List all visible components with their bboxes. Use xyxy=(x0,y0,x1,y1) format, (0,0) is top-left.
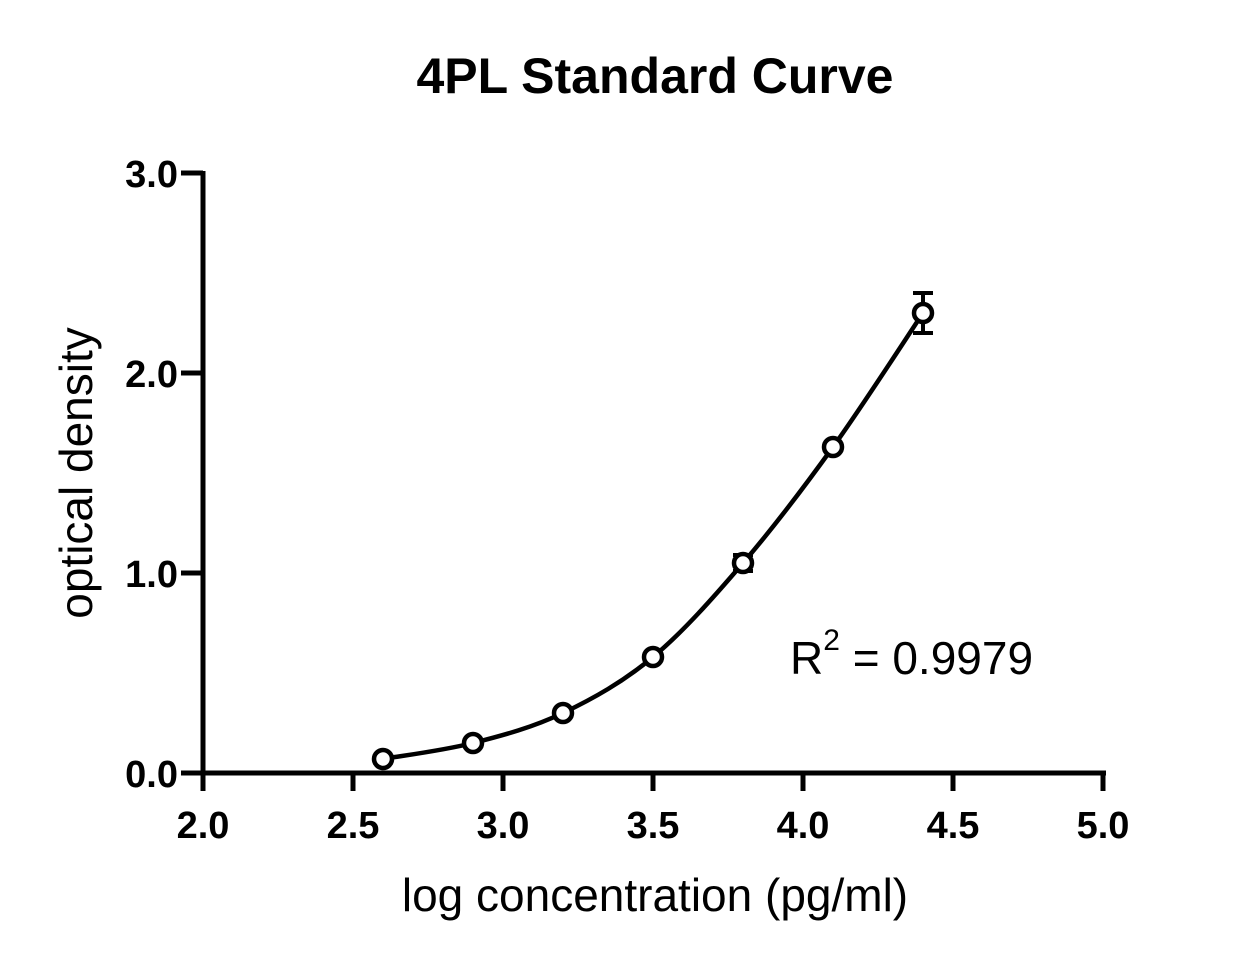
x-tick-label-6: 5.0 xyxy=(1077,805,1130,847)
data-point-3 xyxy=(641,645,665,669)
data-point-6 xyxy=(911,301,935,325)
data-point-5 xyxy=(821,435,845,459)
fit-curve xyxy=(382,311,925,762)
y-tick-label-2: 2.0 xyxy=(125,354,178,396)
y-tick-label-0: 0.0 xyxy=(125,754,178,796)
data-point-0 xyxy=(371,747,395,771)
x-tick-label-2: 3.0 xyxy=(477,805,530,847)
y-axis-label: optical density xyxy=(50,327,102,619)
x-axis-ticks: 2.0 2.5 3.0 3.5 4.0 4.5 5.0 xyxy=(177,773,1130,847)
r-squared-value: = 0.9979 xyxy=(840,632,1033,684)
x-tick-label-1: 2.5 xyxy=(327,805,380,847)
r-squared-superscript: 2 xyxy=(823,624,840,657)
data-points xyxy=(371,301,935,771)
error-bars xyxy=(733,291,933,573)
x-axis-label: log concentration (pg/ml) xyxy=(402,869,908,921)
y-tick-label-3: 3.0 xyxy=(125,154,178,196)
plot-area xyxy=(371,291,935,771)
data-point-4 xyxy=(731,551,755,575)
x-tick-label-4: 4.0 xyxy=(777,805,830,847)
r-squared-annotation: R2 = 0.9979 xyxy=(790,624,1033,684)
y-tick-label-1: 1.0 xyxy=(125,554,178,596)
x-tick-label-5: 4.5 xyxy=(927,805,980,847)
data-point-2 xyxy=(551,701,575,725)
x-tick-label-0: 2.0 xyxy=(177,805,230,847)
y-axis-ticks: 0.0 1.0 2.0 3.0 xyxy=(125,154,203,796)
r-squared-r: R xyxy=(790,632,823,684)
data-point-1 xyxy=(461,731,485,755)
x-tick-label-3: 3.5 xyxy=(627,805,680,847)
chart-title: 4PL Standard Curve xyxy=(416,48,893,104)
